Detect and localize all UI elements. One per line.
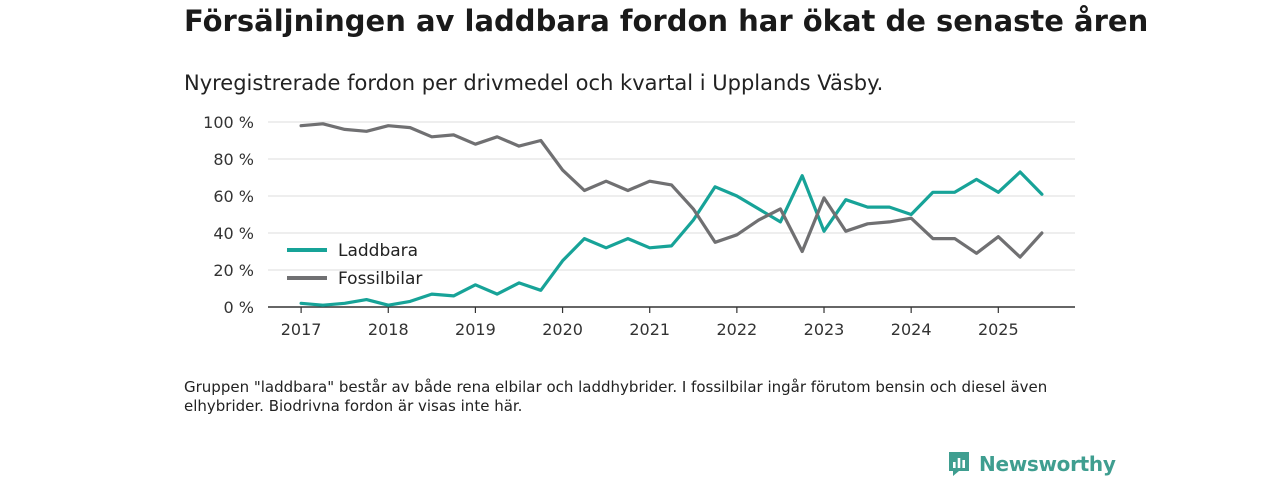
series-line-fossilbilar (299, 122, 1044, 259)
x-tick-label: 2018 (368, 320, 409, 339)
legend-label-laddbara: Laddbara (338, 241, 418, 261)
x-tick-label: 2019 (455, 320, 496, 339)
legend-label-fossilbilar: Fossilbilar (338, 269, 422, 289)
newsworthy-icon (949, 452, 969, 476)
x-tick-label: 2024 (891, 320, 932, 339)
brand-name: Newsworthy (979, 452, 1116, 476)
newsworthy-logo[interactable]: Newsworthy (947, 450, 1116, 478)
series-line-laddbara (299, 170, 1044, 307)
chart-subtitle: Nyregistrerade fordon per drivmedel och … (184, 71, 884, 95)
x-tick-label: 2023 (804, 320, 845, 339)
line-chart: 0 % 20 % 40 % 60 % 80 % 100 % 2017 2018 2019 2020… (203, 113, 1075, 339)
chart-title: Försäljningen av laddbara fordon har öka… (184, 4, 1149, 38)
y-tick-label: 0 % (224, 298, 254, 317)
y-tick-label: 100 % (203, 113, 254, 132)
x-tick-label: 2025 (978, 320, 1019, 339)
y-tick-label: 20 % (213, 261, 254, 280)
y-tick-label: 60 % (213, 187, 254, 206)
x-tick-label: 2017 (281, 320, 322, 339)
y-tick-label: 40 % (213, 224, 254, 243)
y-tick-label: 80 % (213, 150, 254, 169)
footnote: Gruppen "laddbara" består av både rena e… (184, 378, 1048, 415)
x-tick-label: 2021 (629, 320, 670, 339)
x-tick-label: 2022 (717, 320, 758, 339)
x-tick-label: 2020 (542, 320, 583, 339)
